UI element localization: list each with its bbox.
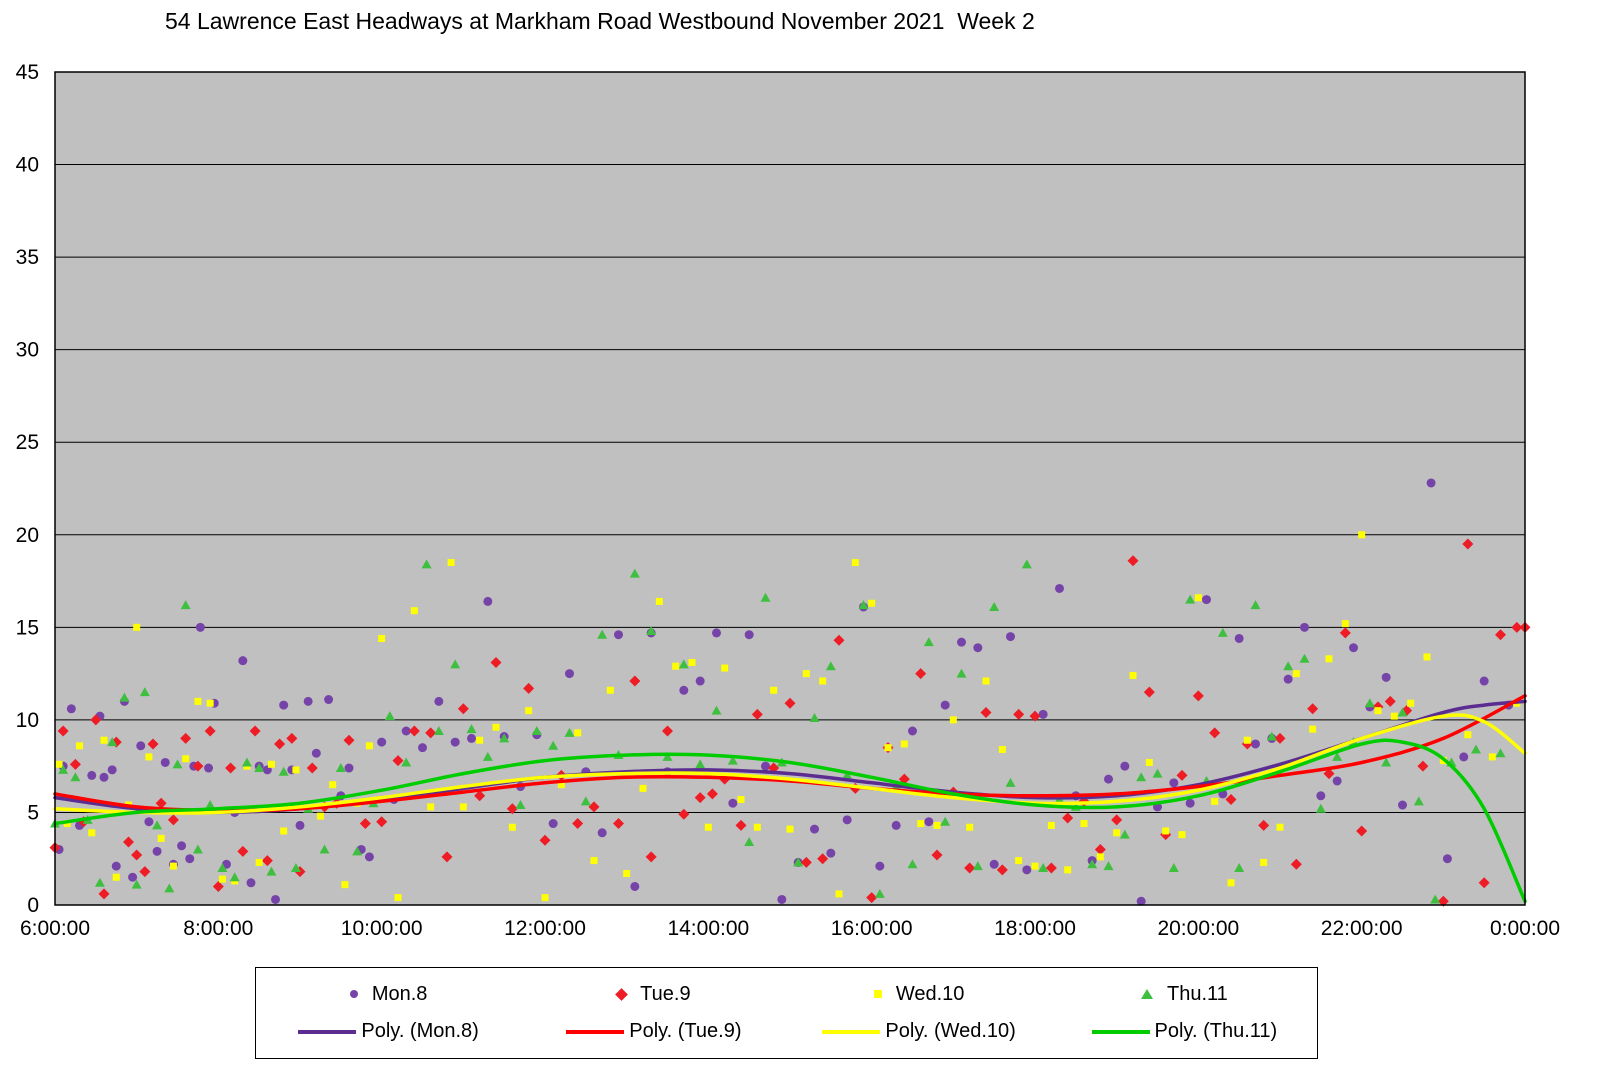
y-axis-labels: 0 5 10 15 20 25 30 35 40 45	[16, 61, 39, 917]
svg-text:45: 45	[16, 61, 39, 84]
legend-label-wed10: Wed.10	[895, 982, 965, 1005]
legend-item-poly-tue9: Poly. (Tue.9)	[521, 1020, 786, 1043]
svg-text:5: 5	[27, 801, 39, 824]
diamond-marker-icon	[615, 987, 629, 1001]
line-marker-icon	[1091, 1030, 1150, 1034]
trendline-poly-wed-10-	[53, 713, 1527, 815]
svg-text:20:00:00: 20:00:00	[1157, 917, 1239, 940]
legend-label-poly-tue9: Poly. (Tue.9)	[629, 1020, 742, 1043]
line-marker-icon	[566, 1030, 625, 1034]
legend-item-poly-mon8: Poly. (Mon.8)	[256, 1020, 521, 1043]
line-marker-icon	[822, 1030, 881, 1034]
scatter-series-tue9	[49, 538, 1531, 907]
svg-text:35: 35	[16, 246, 39, 269]
trendline-poly-thu-11-	[53, 738, 1527, 904]
svg-text:22:00:00: 22:00:00	[1321, 917, 1403, 940]
scatter-plot: 0 5 10 15 20 25 30 35 40 45 6:00:00 8:00:00 10:00:00…	[16, 61, 1560, 940]
legend-label-poly-wed10: Poly. (Wed.10)	[885, 1020, 1016, 1043]
scatter-series-thu11	[50, 559, 1506, 904]
svg-text:14:00:00: 14:00:00	[667, 917, 749, 940]
plot-border	[54, 71, 1526, 906]
svg-text:16:00:00: 16:00:00	[831, 917, 913, 940]
legend-item-thu11: Thu.11	[1052, 983, 1317, 1006]
svg-text:20: 20	[16, 524, 39, 547]
svg-text:15: 15	[16, 616, 39, 639]
legend-label-mon8: Mon.8	[371, 982, 428, 1005]
legend-label-tue9: Tue.9	[640, 982, 691, 1005]
svg-text:18:00:00: 18:00:00	[994, 917, 1076, 940]
svg-text:40: 40	[16, 154, 39, 177]
svg-text:10:00:00: 10:00:00	[341, 917, 423, 940]
trendline-poly-tue-9-	[53, 694, 1527, 813]
legend-label-thu11: Thu.11	[1166, 982, 1228, 1005]
chart-legend: Mon.8 Tue.9 Wed.10 Thu.11 Poly. (Mon.8)	[255, 967, 1318, 1059]
legend-row-markers: Mon.8 Tue.9 Wed.10 Thu.11	[256, 983, 1317, 1006]
legend-label-poly-thu11: Poly. (Thu.11)	[1154, 1020, 1278, 1043]
circle-marker-icon	[349, 990, 358, 999]
legend-item-tue9: Tue.9	[521, 983, 786, 1006]
svg-text:6:00:00: 6:00:00	[20, 917, 90, 940]
svg-text:12:00:00: 12:00:00	[504, 917, 586, 940]
svg-text:10: 10	[16, 709, 39, 732]
svg-text:8:00:00: 8:00:00	[183, 917, 253, 940]
legend-item-wed10: Wed.10	[787, 983, 1052, 1006]
legend-row-lines: Poly. (Mon.8) Poly. (Tue.9) Poly. (Wed.1…	[256, 1020, 1317, 1043]
svg-text:0:00:00: 0:00:00	[1490, 917, 1560, 940]
svg-text:25: 25	[16, 431, 39, 454]
scatter-series-mon8	[54, 478, 1514, 906]
legend-item-poly-wed10: Poly. (Wed.10)	[787, 1020, 1052, 1043]
x-axis-labels: 6:00:00 8:00:00 10:00:00 12:00:00 14:00:00 16…	[20, 917, 1560, 940]
svg-text:30: 30	[16, 339, 39, 362]
square-marker-icon	[873, 990, 882, 999]
line-marker-icon	[298, 1030, 357, 1034]
scatter-series-wed10	[55, 531, 1521, 902]
triangle-marker-icon	[1140, 989, 1153, 1000]
legend-item-mon8: Mon.8	[256, 983, 521, 1006]
legend-label-poly-mon8: Poly. (Mon.8)	[361, 1020, 479, 1043]
svg-text:0: 0	[27, 894, 39, 917]
legend-item-poly-thu11: Poly. (Thu.11)	[1052, 1020, 1317, 1043]
chart-title: 54 Lawrence East Headways at Markham Roa…	[165, 8, 1035, 34]
